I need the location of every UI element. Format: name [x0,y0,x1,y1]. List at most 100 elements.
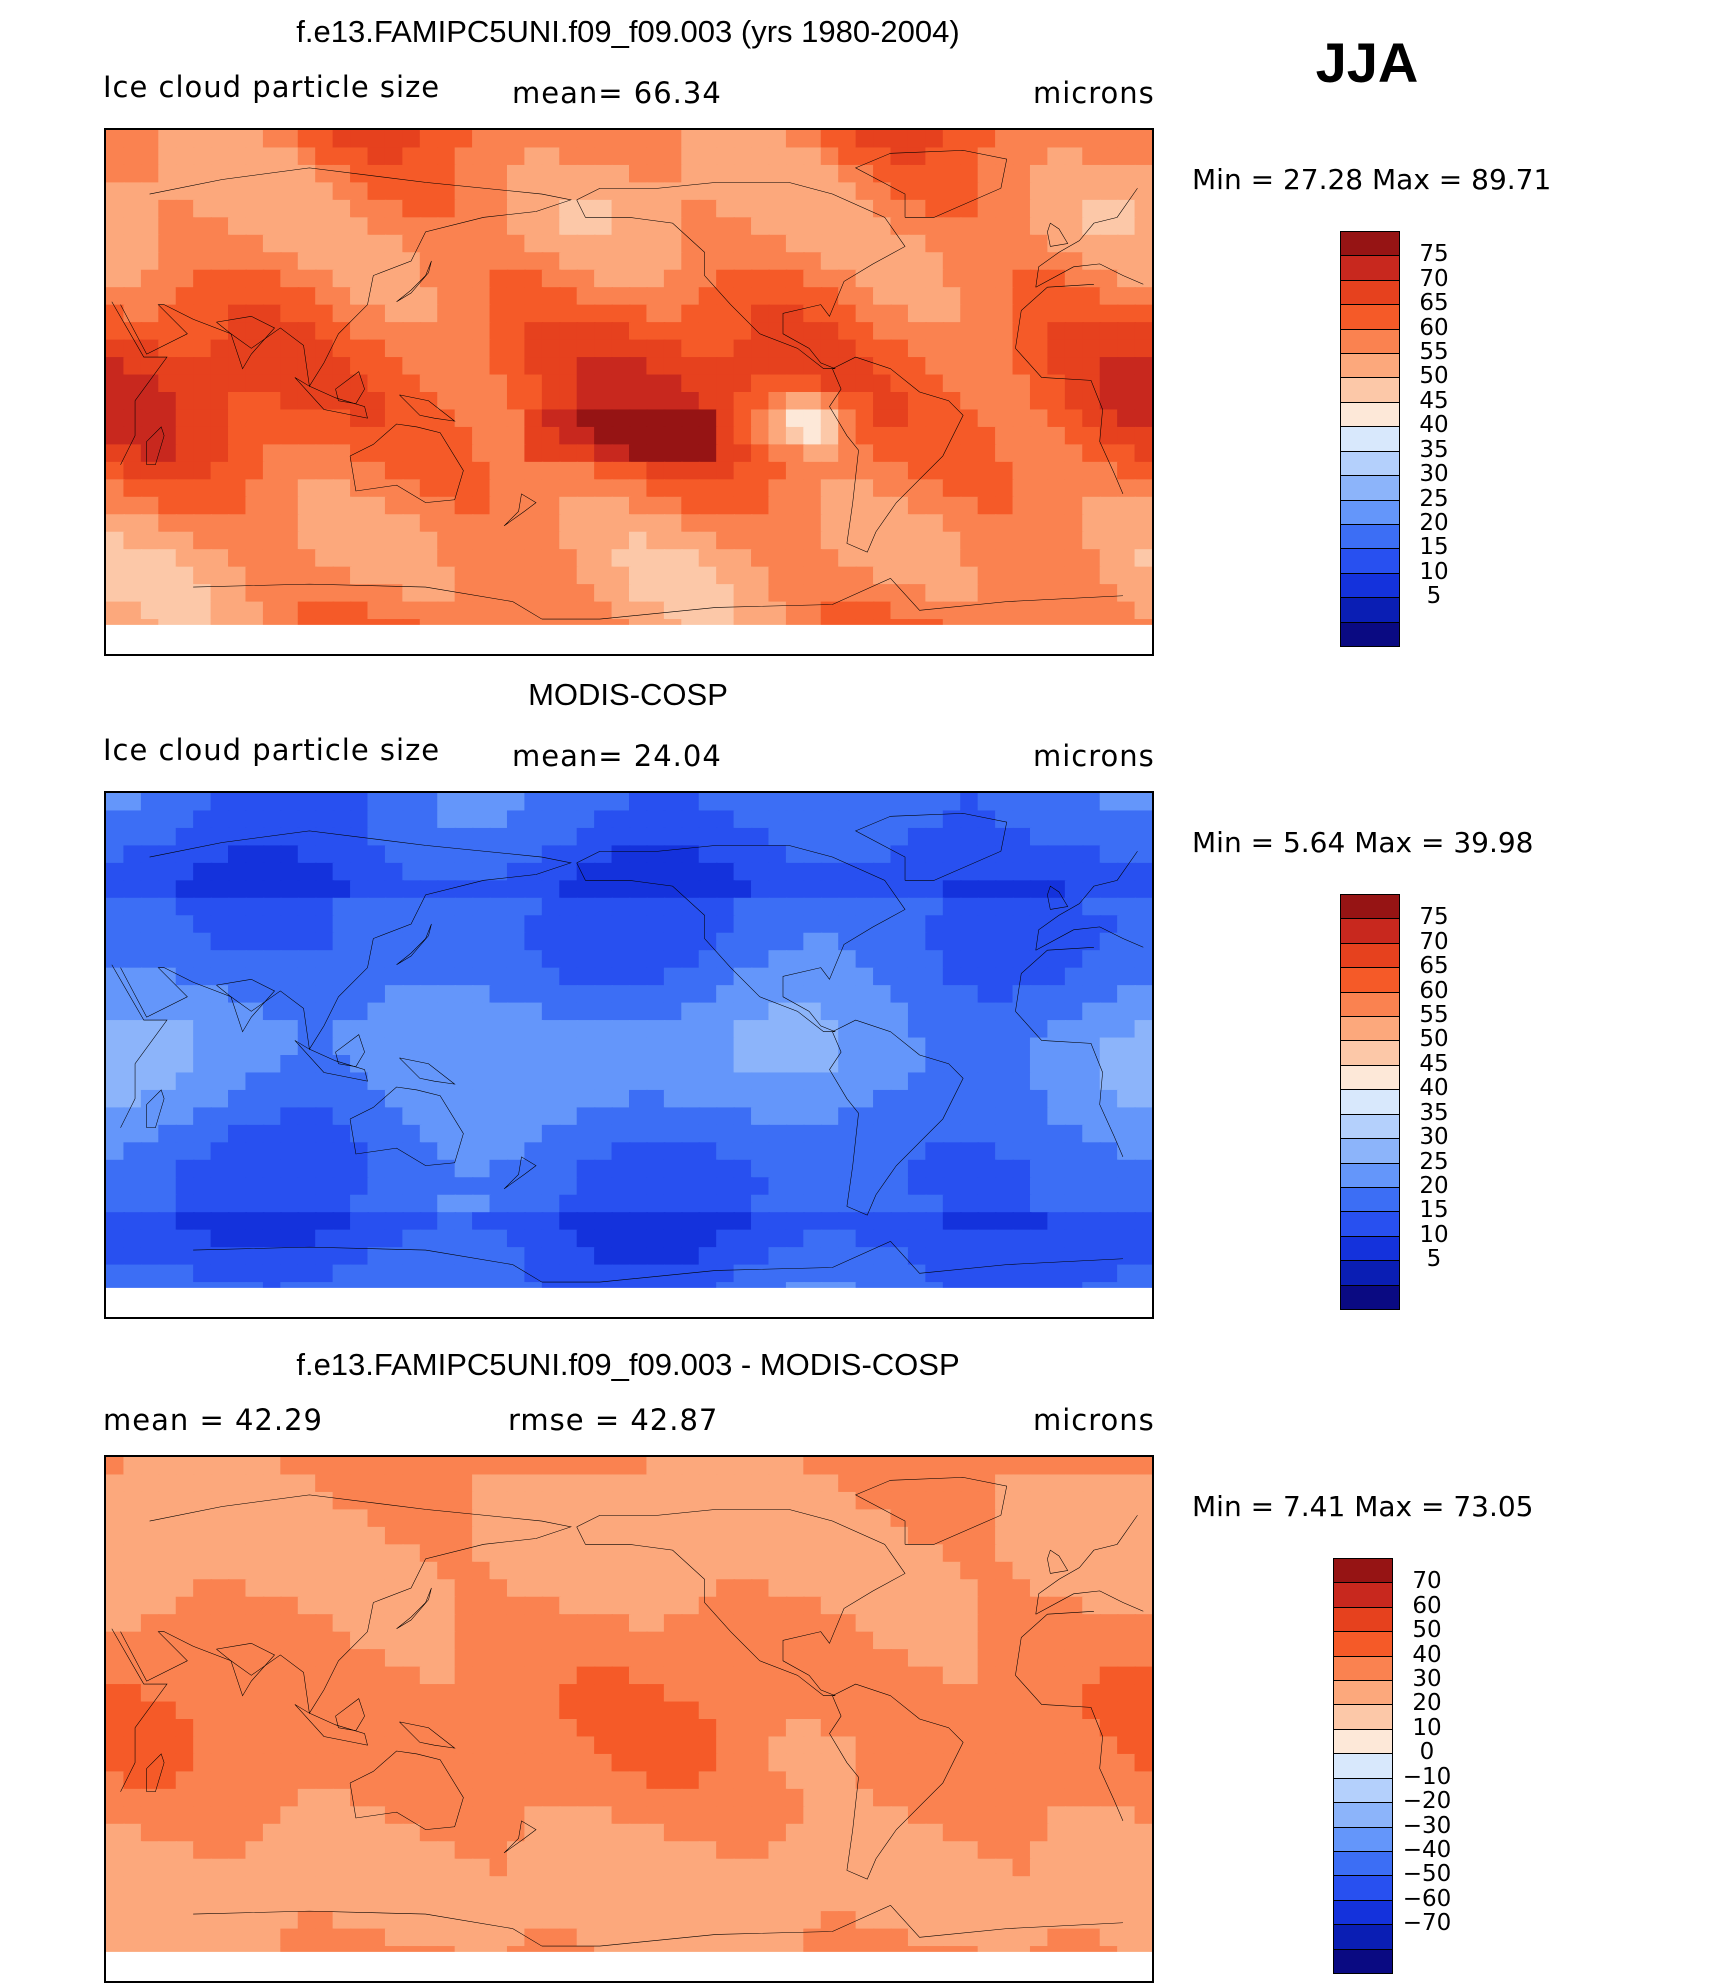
field-cell [611,1124,631,1144]
field-cell [698,1649,718,1669]
field-cell [367,147,387,167]
field-cell [855,880,875,900]
field-cell [1117,862,1137,882]
field-cell [768,1823,788,1843]
field-cell [646,409,666,429]
field-cell [751,147,770,167]
field-cell [384,514,404,534]
field-cell [506,426,526,446]
field-cell [541,1194,561,1214]
field-cell [873,1509,892,1529]
field-cell [245,374,265,394]
field-cell [716,1089,736,1109]
field-cell [106,1701,125,1721]
field-cell [768,880,788,900]
field-cell [611,1823,631,1843]
field-cell [698,1474,718,1494]
field-cell [175,514,195,534]
field-cell [332,164,352,184]
field-cell [977,845,997,865]
field-cell [280,1072,300,1092]
field-cell [506,1020,526,1039]
field-cell [890,1788,910,1808]
field-cell [140,1631,160,1651]
field-cell [995,1771,1014,1791]
field-cell [716,426,736,446]
field-cell [1117,479,1137,499]
field-cell [855,1806,875,1826]
field-cell [384,1020,404,1039]
field-cell [977,461,997,481]
field-cell [681,967,701,987]
field-cell [629,130,648,149]
field-cell [506,967,526,987]
field-cell [280,409,300,429]
field-cell [402,1142,422,1162]
field-cell [995,1561,1014,1581]
field-cell [158,1457,178,1476]
field-cell [1099,1509,1119,1529]
field-cell [995,862,1014,882]
field-cell [384,199,404,219]
field-cell [228,985,247,1005]
field-cell [559,1142,579,1162]
field-cell [960,1020,980,1039]
field-cell [716,1020,736,1039]
coastline-europe_asia [1036,851,1138,950]
field-cell [367,217,387,237]
field-cell [576,915,596,935]
field-cell [280,1544,300,1564]
field-cell [629,531,648,551]
field-cell [995,1457,1014,1476]
colorbar-swatch [1340,475,1400,501]
field-cell [646,182,666,202]
field-cell [681,1194,701,1214]
field-cell [454,182,474,202]
field-cell [106,1684,125,1703]
field-cell [1082,1561,1102,1581]
field-cell [541,392,561,411]
field-cell [681,269,701,289]
field-cell [228,584,247,604]
field-cell [489,1736,509,1756]
field-cell [402,932,422,952]
field-cell [1134,1771,1152,1791]
field-cell [245,322,265,342]
field-cell [1012,880,1032,900]
field-cell [193,1020,213,1039]
field-cell [175,1858,195,1878]
field-cell [315,1002,335,1022]
field-cell [663,1684,683,1703]
field-cell [419,199,439,219]
field-cell [367,1491,387,1511]
field-cell [733,1055,753,1074]
field-cell [681,932,701,952]
field-cell [1047,1229,1067,1249]
field-cell [611,304,631,324]
field-cell [419,1142,439,1162]
field-cell [175,601,195,621]
field-cell [820,199,840,219]
field-cell [228,1229,247,1249]
field-cell [437,1089,457,1109]
field-cell [1117,1142,1137,1162]
field-cell [559,1649,579,1669]
field-cell [175,810,195,830]
field-cell [489,985,509,1005]
colorbar-swatch [1340,894,1400,920]
field-cell [1117,1264,1137,1284]
field-cell [977,217,997,237]
field-cell [907,1457,927,1476]
field-cell [262,1247,282,1267]
field-cell [210,217,230,237]
field-cell [1099,1142,1119,1162]
field-cell [751,1212,770,1232]
field-cell [506,1823,526,1843]
field-cell [402,1771,422,1791]
field-cell [489,1124,509,1144]
field-cell [629,1194,648,1214]
field-cell [594,810,614,830]
field-cell [541,426,561,446]
field-cell [977,1107,997,1127]
field-cell [785,1788,805,1808]
